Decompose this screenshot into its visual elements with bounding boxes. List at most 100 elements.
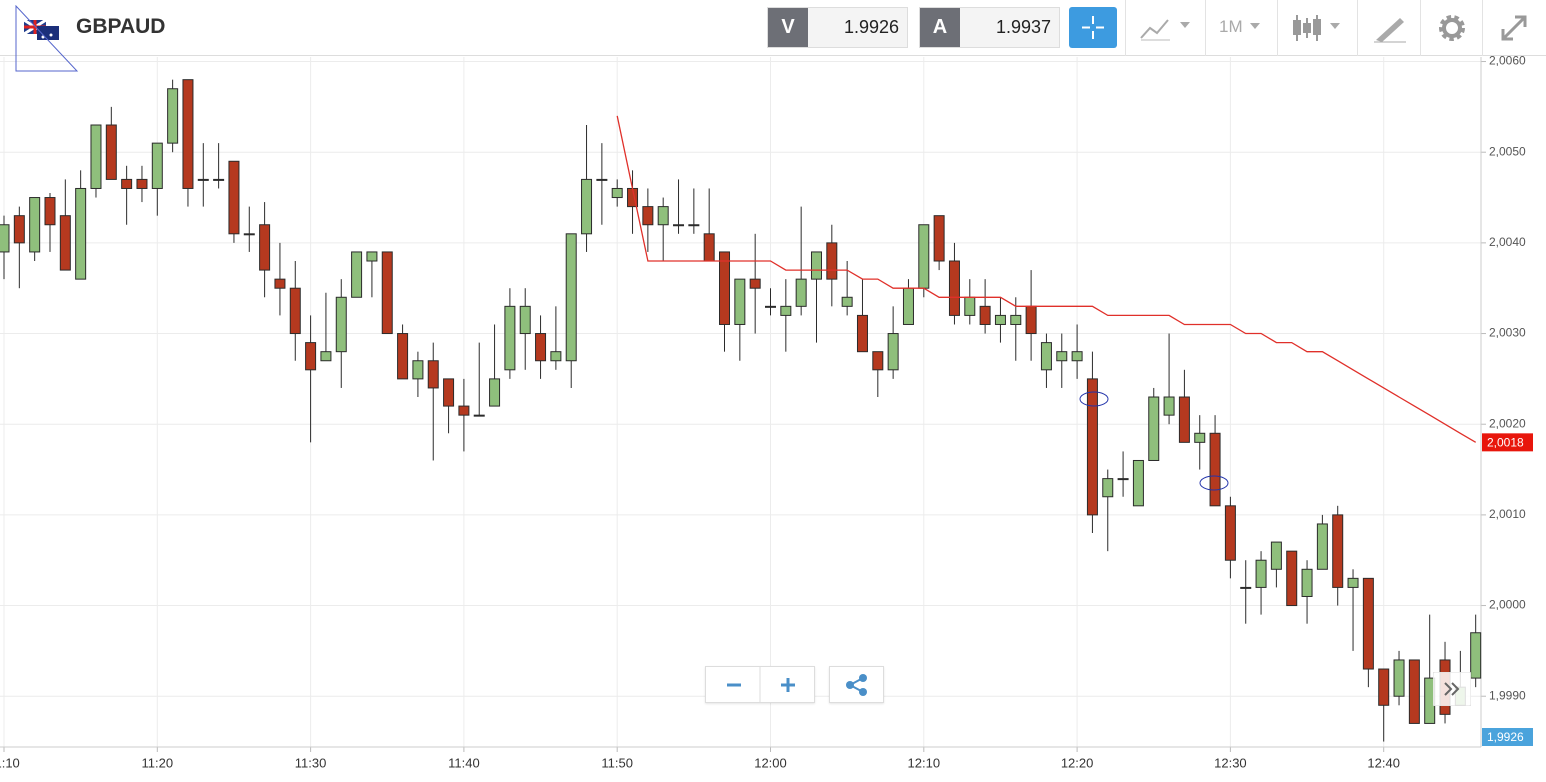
candle-body xyxy=(765,305,776,308)
candle-body xyxy=(1393,659,1405,697)
candle-body xyxy=(1148,396,1160,461)
y-tick-label: 2,0010 xyxy=(1489,507,1526,521)
candle-type-button[interactable] xyxy=(1290,12,1346,44)
price-tag xyxy=(1482,433,1533,452)
candle-body xyxy=(182,79,194,189)
candle-body xyxy=(1286,550,1298,607)
candle-body xyxy=(320,351,332,362)
event-marker xyxy=(1199,475,1229,491)
sell-box[interactable]: V 1.9926 xyxy=(767,7,908,48)
candle-body xyxy=(826,242,838,280)
x-tick-label: 11:10 xyxy=(0,755,20,770)
scroll-right-button[interactable] xyxy=(1433,672,1471,706)
candle-body xyxy=(1040,342,1052,371)
x-tick-label: 12:00 xyxy=(754,755,787,770)
x-tick-label: 11:20 xyxy=(142,755,174,770)
candle-body xyxy=(948,260,960,316)
candle-body xyxy=(642,206,654,226)
candle-body xyxy=(305,342,317,371)
candle-body xyxy=(994,314,1006,325)
x-tick-label: 11:40 xyxy=(448,755,480,770)
candle-body xyxy=(366,251,378,262)
candle-body xyxy=(872,351,884,371)
zoom-controls xyxy=(705,666,815,703)
buy-price: 1.9937 xyxy=(995,17,1051,37)
candle-body xyxy=(121,178,133,189)
candle-body xyxy=(1132,459,1144,507)
candle-body xyxy=(1301,568,1313,597)
candle-body xyxy=(29,197,41,253)
buy-box[interactable]: A 1.9937 xyxy=(919,7,1060,48)
candle-body xyxy=(703,233,715,262)
x-tick-label: 11:50 xyxy=(601,755,633,770)
candle-body xyxy=(810,251,822,280)
candle-body xyxy=(795,278,807,307)
candle-body xyxy=(611,187,623,199)
candle-body xyxy=(243,233,255,236)
timeframe[interactable]: 1M xyxy=(1219,17,1243,36)
candle-body xyxy=(197,178,209,181)
candle-body xyxy=(1378,668,1390,706)
candle-body xyxy=(1470,632,1482,679)
candle-body xyxy=(1362,577,1374,670)
candle-body xyxy=(259,224,271,271)
chart-type-button[interactable] xyxy=(1138,14,1196,42)
candle-body xyxy=(213,178,225,181)
header: GBPAUD V 1.9926 A 1.9937 1M xyxy=(0,0,1546,72)
settings-button[interactable] xyxy=(1436,12,1468,44)
candle-body xyxy=(596,178,608,181)
x-tick-label: 11:30 xyxy=(295,755,327,770)
candle-body xyxy=(151,142,163,189)
zoom-icons xyxy=(727,667,795,702)
candle-body xyxy=(473,414,485,417)
candle-body xyxy=(780,305,792,316)
flag-corner xyxy=(15,5,79,72)
candle-body xyxy=(1240,586,1252,589)
candle-body xyxy=(228,160,240,235)
candle-body xyxy=(443,378,455,407)
sell-price: 1.9926 xyxy=(843,17,899,37)
candle-body xyxy=(1255,559,1267,588)
x-tick-label: 12:10 xyxy=(908,755,941,770)
candle-body xyxy=(489,378,501,407)
candle-body xyxy=(964,296,976,316)
x-tick-label: 12:30 xyxy=(1214,755,1247,770)
fullscreen-button[interactable] xyxy=(1498,12,1530,44)
candle-body xyxy=(535,333,547,362)
candle-body xyxy=(565,233,577,362)
candle-body xyxy=(1056,351,1068,362)
candle-body xyxy=(59,215,71,271)
draw-button[interactable] xyxy=(1372,12,1408,44)
candle-body xyxy=(1332,514,1344,588)
price-tag-label: 2,0018 xyxy=(1487,436,1524,450)
y-tick-label: 2,0000 xyxy=(1489,598,1526,612)
price-tag xyxy=(1482,728,1533,746)
x-tick-label: 12:40 xyxy=(1367,755,1400,770)
candle-body xyxy=(1316,523,1328,570)
candle-body xyxy=(1194,432,1206,443)
candle-body xyxy=(519,305,531,335)
buy-label: A xyxy=(920,8,960,47)
sell-label: V xyxy=(768,8,808,47)
candle-body xyxy=(1010,314,1022,325)
y-tick-label: 2,0060 xyxy=(1489,54,1526,68)
crosshair-button[interactable] xyxy=(1069,7,1117,48)
candle-body xyxy=(1117,478,1129,481)
share-button[interactable] xyxy=(829,666,884,703)
candle-body xyxy=(412,360,424,380)
candle-body xyxy=(1102,478,1114,498)
candle-body xyxy=(902,287,914,325)
candle-body xyxy=(1224,505,1236,561)
candle-body xyxy=(0,224,10,253)
candle-body xyxy=(1209,432,1221,507)
candle-body xyxy=(933,215,945,262)
candle-body xyxy=(1270,541,1282,570)
candle-body xyxy=(841,296,853,307)
candle-body xyxy=(1025,305,1037,335)
y-tick-label: 2,0020 xyxy=(1489,416,1526,430)
candle-body xyxy=(918,224,930,289)
candle-body xyxy=(427,360,439,389)
candle-body xyxy=(1347,577,1359,588)
candle-body xyxy=(335,296,347,353)
moving-average-line xyxy=(616,115,1477,443)
